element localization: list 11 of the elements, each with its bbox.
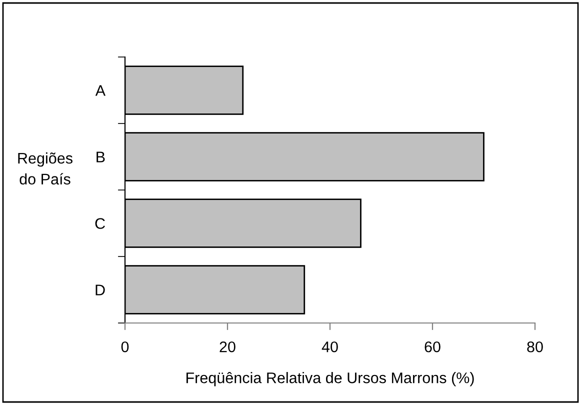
x-axis-title: Freqüência Relativa de Ursos Marrons (%) bbox=[186, 372, 474, 386]
x-tick-label: 40 bbox=[322, 341, 338, 352]
y-tick-label: D bbox=[96, 284, 105, 296]
y-tick-label: A bbox=[95, 85, 106, 96]
x-tick-label: 60 bbox=[424, 341, 440, 352]
x-tick-label: 20 bbox=[220, 341, 236, 352]
x-tick-label: 80 bbox=[527, 341, 543, 352]
y-axis-title: Regiões do País bbox=[18, 152, 72, 185]
x-tick-label: 0 bbox=[121, 341, 129, 352]
y-tick-label: B bbox=[96, 152, 105, 162]
y-tick-label: C bbox=[95, 218, 105, 229]
